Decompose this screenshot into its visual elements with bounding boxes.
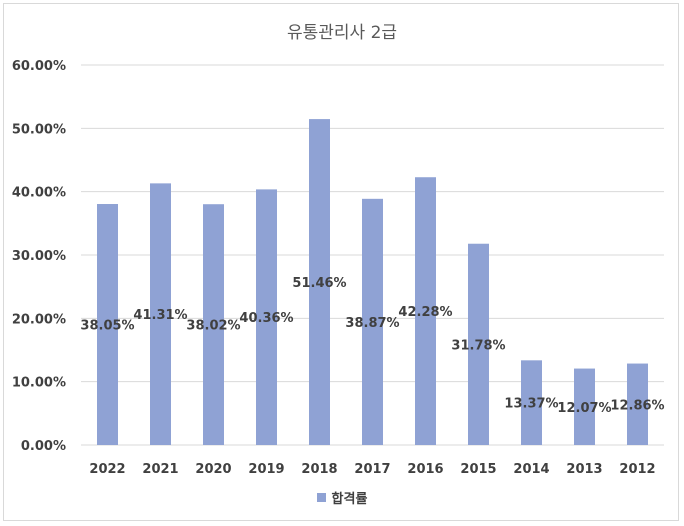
- x-tick-label: 2016: [407, 462, 443, 477]
- data-label: 51.46%: [292, 276, 346, 291]
- y-tick-label: 30.00%: [12, 249, 66, 264]
- x-tick-label: 2021: [142, 462, 178, 477]
- bar: [309, 119, 330, 445]
- y-tick-label: 0.00%: [21, 439, 66, 454]
- x-axis-ticks: 2022 2021 2020 2019 2018 2017 2016 2015 2014 2013…: [89, 462, 655, 477]
- data-label: 38.05%: [80, 319, 134, 334]
- bar: [415, 177, 436, 445]
- y-tick-label: 50.00%: [12, 122, 66, 137]
- bar: [203, 204, 224, 445]
- legend-label: 합격률: [331, 492, 368, 507]
- x-tick-label: 2019: [248, 462, 284, 477]
- y-tick-label: 40.00%: [12, 186, 66, 201]
- data-label: 13.37%: [504, 397, 558, 412]
- x-tick-label: 2018: [301, 462, 337, 477]
- x-tick-label: 2022: [89, 462, 125, 477]
- data-label: 42.28%: [398, 305, 452, 320]
- data-label: 38.02%: [186, 319, 240, 334]
- bar: [256, 189, 277, 445]
- bars: [97, 119, 648, 445]
- bar: [521, 360, 542, 445]
- x-tick-label: 2013: [566, 462, 602, 477]
- data-label: 12.86%: [610, 398, 664, 413]
- bar: [150, 183, 171, 445]
- data-label: 38.87%: [345, 316, 399, 331]
- bar: [574, 368, 595, 445]
- chart-title: 유통관리사 2급: [286, 23, 398, 43]
- legend-swatch: [316, 493, 326, 502]
- x-tick-label: 2020: [195, 462, 231, 477]
- y-tick-label: 10.00%: [12, 376, 66, 391]
- data-labels: 38.05%41.31%38.02%40.36% 51.46% 38.87%42.2…: [80, 276, 664, 416]
- x-tick-label: 2017: [354, 462, 390, 477]
- x-tick-label: 2015: [460, 462, 496, 477]
- data-label: 40.36%: [239, 311, 293, 326]
- bar: [468, 243, 489, 445]
- legend: 합격률: [0, 488, 684, 507]
- data-label: 41.31%: [133, 308, 187, 323]
- x-tick-label: 2014: [513, 462, 549, 477]
- data-label: 31.78%: [451, 338, 505, 353]
- bar: [97, 204, 118, 445]
- bar: [627, 363, 648, 445]
- y-tick-label: 60.00%: [12, 59, 66, 74]
- data-label: 12.07%: [557, 401, 611, 416]
- y-axis-ticks: 0.00% 10.00% 20.00% 30.00% 40.00% 50.00% 60.00…: [12, 59, 66, 454]
- x-tick-label: 2012: [619, 462, 655, 477]
- bar: [362, 198, 383, 445]
- y-tick-label: 20.00%: [12, 312, 66, 327]
